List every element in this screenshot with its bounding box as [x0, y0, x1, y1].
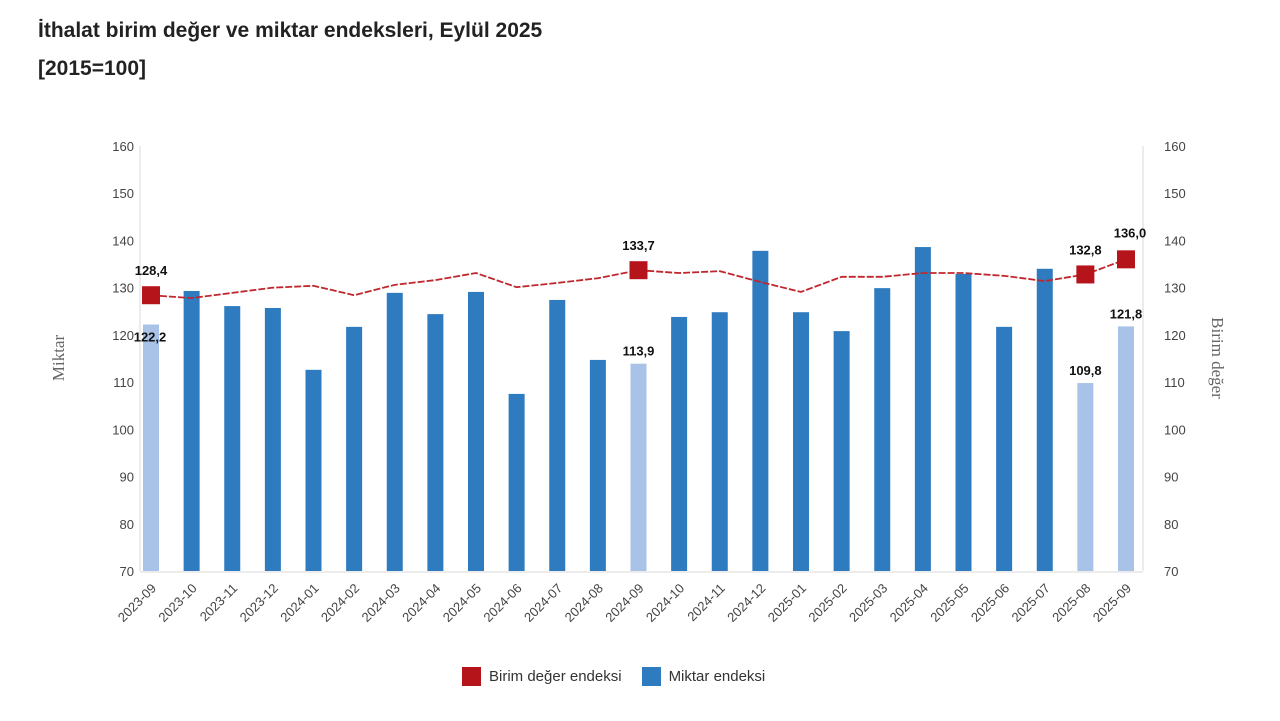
- data-label-birim-deger: 128,4: [135, 263, 168, 278]
- x-tick-label: 2025-06: [968, 581, 1012, 625]
- data-label-miktar: 121,8: [1110, 306, 1143, 321]
- bar-miktar: [874, 288, 891, 571]
- x-tick-label: 2024-12: [724, 581, 768, 625]
- x-tick-label: 2024-05: [440, 581, 484, 625]
- x-tick-label: 2024-02: [318, 581, 362, 625]
- x-tick-label: 2025-03: [846, 581, 890, 625]
- bar-miktar: [630, 363, 647, 571]
- x-tick-label: 2024-04: [399, 581, 443, 625]
- legend-swatch-red: [462, 667, 481, 686]
- x-tick-label: 2025-05: [927, 581, 971, 625]
- x-tick-label: 2023-12: [237, 581, 281, 625]
- bar-miktar: [468, 291, 484, 571]
- x-tick-label: 2024-03: [359, 581, 403, 625]
- bar-miktar: [996, 326, 1013, 571]
- bar-miktar: [955, 273, 972, 571]
- data-label-birim-deger: 133,7: [622, 238, 655, 253]
- y-tick-left: 80: [120, 517, 134, 532]
- chart-title: İthalat birim değer ve miktar endeksleri…: [38, 19, 543, 42]
- data-label-miktar: 122,2: [134, 330, 167, 345]
- bar-miktar: [1118, 326, 1134, 571]
- y-tick-left: 90: [120, 470, 134, 485]
- legend-item-miktar[interactable]: Miktar endeksi: [641, 667, 766, 686]
- bar-miktar: [508, 393, 525, 571]
- bar-miktar: [224, 306, 241, 571]
- bar-miktar: [305, 369, 322, 571]
- x-tick-label: 2024-08: [562, 581, 606, 625]
- x-tick-label: 2023-11: [197, 581, 241, 625]
- x-tick-label: 2024-07: [521, 581, 565, 625]
- y-tick-left: 160: [112, 139, 134, 154]
- marker-birim-deger: [142, 286, 160, 305]
- y-tick-left: 100: [112, 422, 134, 437]
- x-tick-label: 2025-04: [887, 581, 931, 625]
- y-axis-label-left: Miktar: [49, 335, 68, 382]
- y-tick-left: 70: [120, 564, 134, 579]
- data-label-miktar: 113,9: [623, 344, 655, 359]
- marker-birim-deger: [629, 261, 648, 280]
- legend-label: Miktar endeksi: [668, 668, 766, 685]
- bar-miktar: [793, 312, 809, 571]
- legend-item-birim-deger[interactable]: Birim değer endeksi: [462, 667, 622, 686]
- y-tick-right: 80: [1164, 517, 1178, 532]
- marker-birim-deger: [1117, 250, 1135, 269]
- bar-miktar: [752, 250, 769, 572]
- x-tick-label: 2023-09: [115, 581, 159, 625]
- bar-miktar: [589, 359, 606, 571]
- bar-miktar: [264, 307, 281, 571]
- bar-miktar: [183, 290, 200, 571]
- y-tick-right: 120: [1164, 328, 1186, 343]
- y-tick-left: 130: [112, 281, 134, 296]
- y-tick-right: 160: [1164, 139, 1186, 154]
- data-label-miktar: 109,8: [1069, 363, 1102, 378]
- bar-miktar: [386, 292, 403, 571]
- x-tick-label: 2025-09: [1090, 581, 1134, 625]
- chart-subtitle: [2015=100]: [38, 57, 147, 80]
- bar-miktar: [549, 299, 566, 571]
- x-tick-label: 2024-10: [643, 581, 687, 625]
- y-axis-label-right: Birim değer: [1208, 317, 1227, 399]
- bar-miktar: [833, 331, 850, 571]
- x-tick-label: 2025-01: [765, 581, 809, 625]
- bar-miktar: [1077, 383, 1094, 571]
- y-tick-right: 130: [1164, 281, 1186, 296]
- data-label-birim-deger: 136,0: [1114, 225, 1147, 240]
- y-tick-left: 120: [112, 328, 134, 343]
- bar-miktar: [914, 247, 931, 572]
- legend-label: Birim değer endeksi: [489, 668, 622, 685]
- y-tick-left: 110: [113, 375, 134, 390]
- x-tick-label: 2025-08: [1049, 581, 1093, 625]
- bar-miktar: [143, 324, 159, 571]
- bar-miktar: [427, 314, 444, 571]
- y-tick-right: 90: [1164, 470, 1178, 485]
- y-tick-right: 150: [1164, 186, 1186, 201]
- y-tick-right: 140: [1164, 233, 1186, 248]
- y-tick-left: 140: [112, 233, 134, 248]
- y-tick-right: 100: [1164, 422, 1186, 437]
- marker-birim-deger: [1076, 265, 1095, 284]
- legend: Birim değer endeksi Miktar endeksi: [462, 667, 765, 686]
- bar-miktar: [346, 326, 363, 571]
- bar-miktar: [1036, 268, 1053, 571]
- x-tick-label: 2025-02: [805, 581, 849, 625]
- y-tick-right: 110: [1164, 375, 1185, 390]
- bar-miktar: [711, 312, 728, 571]
- y-tick-right: 70: [1164, 564, 1178, 579]
- bar-miktar: [671, 316, 688, 571]
- y-tick-left: 150: [112, 186, 134, 201]
- x-tick-label: 2024-06: [480, 581, 524, 625]
- legend-swatch-blue: [641, 667, 661, 686]
- data-label-birim-deger: 132,8: [1069, 242, 1102, 257]
- x-tick-label: 2024-01: [277, 581, 321, 625]
- x-tick-label: 2023-10: [155, 581, 199, 625]
- x-tick-label: 2025-07: [1009, 581, 1053, 625]
- x-tick-label: 2024-09: [602, 581, 646, 625]
- x-tick-label: 2024-11: [684, 581, 728, 625]
